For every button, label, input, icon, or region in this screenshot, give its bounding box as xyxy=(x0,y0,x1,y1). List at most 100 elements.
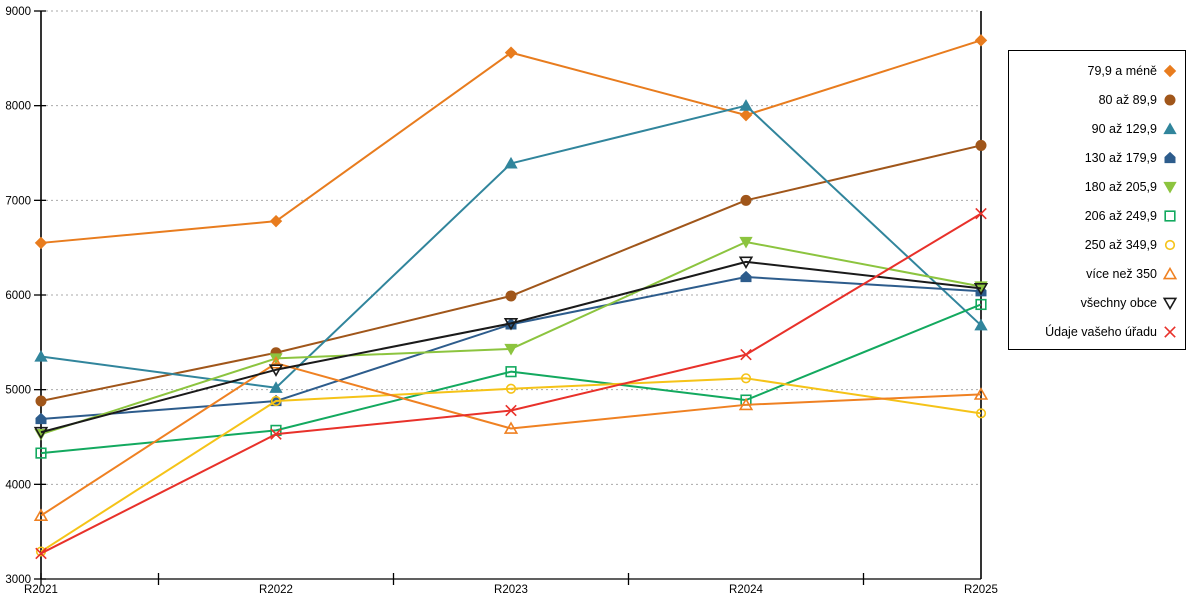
series-marker xyxy=(1164,94,1176,105)
series-marker xyxy=(975,298,987,311)
series-marker xyxy=(975,207,987,220)
series-line xyxy=(40,362,982,517)
legend-item: 90 až 129,9 xyxy=(1013,114,1178,143)
series-marker xyxy=(504,156,518,169)
series-marker xyxy=(35,395,47,407)
series-marker xyxy=(740,348,752,361)
series-marker xyxy=(739,108,753,122)
chart-legend: 79,9 a méně 80 až 89,9 90 až 129,9 130 až 1… xyxy=(1008,50,1186,350)
x-tick-label: R2023 xyxy=(494,584,528,596)
series-marker xyxy=(33,508,49,521)
series-marker xyxy=(505,290,517,302)
series-line xyxy=(40,39,982,244)
legend-item: 130 až 179,9 xyxy=(1013,143,1178,172)
series-marker xyxy=(269,214,283,228)
triangle-down-marker-icon xyxy=(1162,297,1178,310)
legend-label: 130 až 179,9 xyxy=(1084,150,1157,165)
square-marker-icon xyxy=(1164,209,1176,222)
circle-marker-icon xyxy=(1164,239,1176,250)
series-marker xyxy=(738,256,754,269)
series-marker xyxy=(268,364,284,377)
legend-label: 180 až 205,9 xyxy=(1084,179,1157,194)
series-marker xyxy=(739,236,753,249)
legend-item: všechny obce xyxy=(1013,288,1178,317)
series-marker xyxy=(269,381,283,393)
y-tick-label: 4000 xyxy=(5,479,31,491)
y-tick-label: 5000 xyxy=(5,385,31,397)
series-marker xyxy=(35,412,47,425)
y-tick-label: 7000 xyxy=(5,195,31,207)
legend-item: více než 350 xyxy=(1013,259,1178,288)
series-marker xyxy=(1164,325,1176,338)
series-marker xyxy=(505,366,517,378)
series-line xyxy=(40,240,982,436)
series-marker xyxy=(503,318,519,331)
series-marker xyxy=(505,383,517,394)
series-marker xyxy=(270,395,282,407)
series-marker xyxy=(34,236,48,250)
series-marker xyxy=(35,447,47,459)
series-marker xyxy=(739,99,753,111)
series-marker xyxy=(503,421,519,434)
series-marker xyxy=(505,404,517,417)
series-marker xyxy=(974,34,988,47)
series-marker xyxy=(33,426,49,440)
legend-label: 206 až 249,9 xyxy=(1084,208,1157,223)
legend-item: 180 až 205,9 xyxy=(1013,172,1178,201)
triangle-up-marker-icon xyxy=(1163,121,1177,134)
series-marker xyxy=(740,194,752,206)
series-marker xyxy=(974,318,988,331)
series-line xyxy=(40,260,982,434)
legend-item: 250 až 349,9 xyxy=(1013,230,1178,259)
series-marker xyxy=(1164,209,1176,222)
legend-item: Údaje vašeho úřadu xyxy=(1013,317,1178,346)
legend-label: 90 až 129,9 xyxy=(1091,121,1157,136)
y-tick-label: 3000 xyxy=(5,574,31,586)
pentagon-marker-icon xyxy=(1164,151,1176,163)
series-line xyxy=(40,377,982,553)
series-marker xyxy=(975,139,987,151)
y-tick-label: 8000 xyxy=(5,101,31,113)
legend-item: 80 až 89,9 xyxy=(1013,85,1178,114)
legend-label: 250 až 349,9 xyxy=(1084,237,1157,252)
x-tick-label: R2021 xyxy=(24,584,58,596)
series-marker xyxy=(504,46,518,59)
series-marker xyxy=(1163,121,1177,134)
series-marker xyxy=(1164,239,1176,250)
triangle-up-marker-icon xyxy=(1162,266,1178,279)
y-tick-label: 9000 xyxy=(5,6,31,18)
x-marker-icon xyxy=(1164,325,1176,338)
x-tick-label: R2025 xyxy=(964,584,998,596)
legend-label: 80 až 89,9 xyxy=(1098,92,1157,107)
legend-label: více než 350 xyxy=(1086,266,1157,281)
series-marker xyxy=(740,270,752,283)
x-tick-label: R2022 xyxy=(259,584,293,596)
legend-item: 206 až 249,9 xyxy=(1013,201,1178,230)
series-marker xyxy=(1162,297,1178,310)
series-line xyxy=(40,303,982,455)
legend-label: 79,9 a méně xyxy=(1087,63,1158,78)
series-marker xyxy=(1162,266,1178,279)
series-marker xyxy=(738,397,754,411)
triangle-down-marker-icon xyxy=(1163,181,1177,194)
circle-marker-icon xyxy=(1164,94,1176,105)
y-tick-label: 6000 xyxy=(5,290,31,302)
legend-label: Údaje vašeho úřadu xyxy=(1045,324,1157,339)
series-marker xyxy=(1164,151,1176,163)
series-marker xyxy=(1163,181,1177,194)
series-marker xyxy=(973,282,989,296)
series-marker xyxy=(35,547,47,560)
series-marker xyxy=(1163,64,1177,77)
diamond-marker-icon xyxy=(1163,64,1177,77)
legend-item: 79,9 a méně xyxy=(1013,56,1178,85)
series-marker xyxy=(740,373,752,384)
series-marker xyxy=(975,408,987,419)
series-marker xyxy=(504,343,518,356)
series-marker xyxy=(973,387,989,400)
series-marker xyxy=(268,356,284,369)
x-tick-label: R2024 xyxy=(729,584,763,596)
series-line xyxy=(40,212,982,555)
legend-label: všechny obce xyxy=(1080,295,1157,310)
